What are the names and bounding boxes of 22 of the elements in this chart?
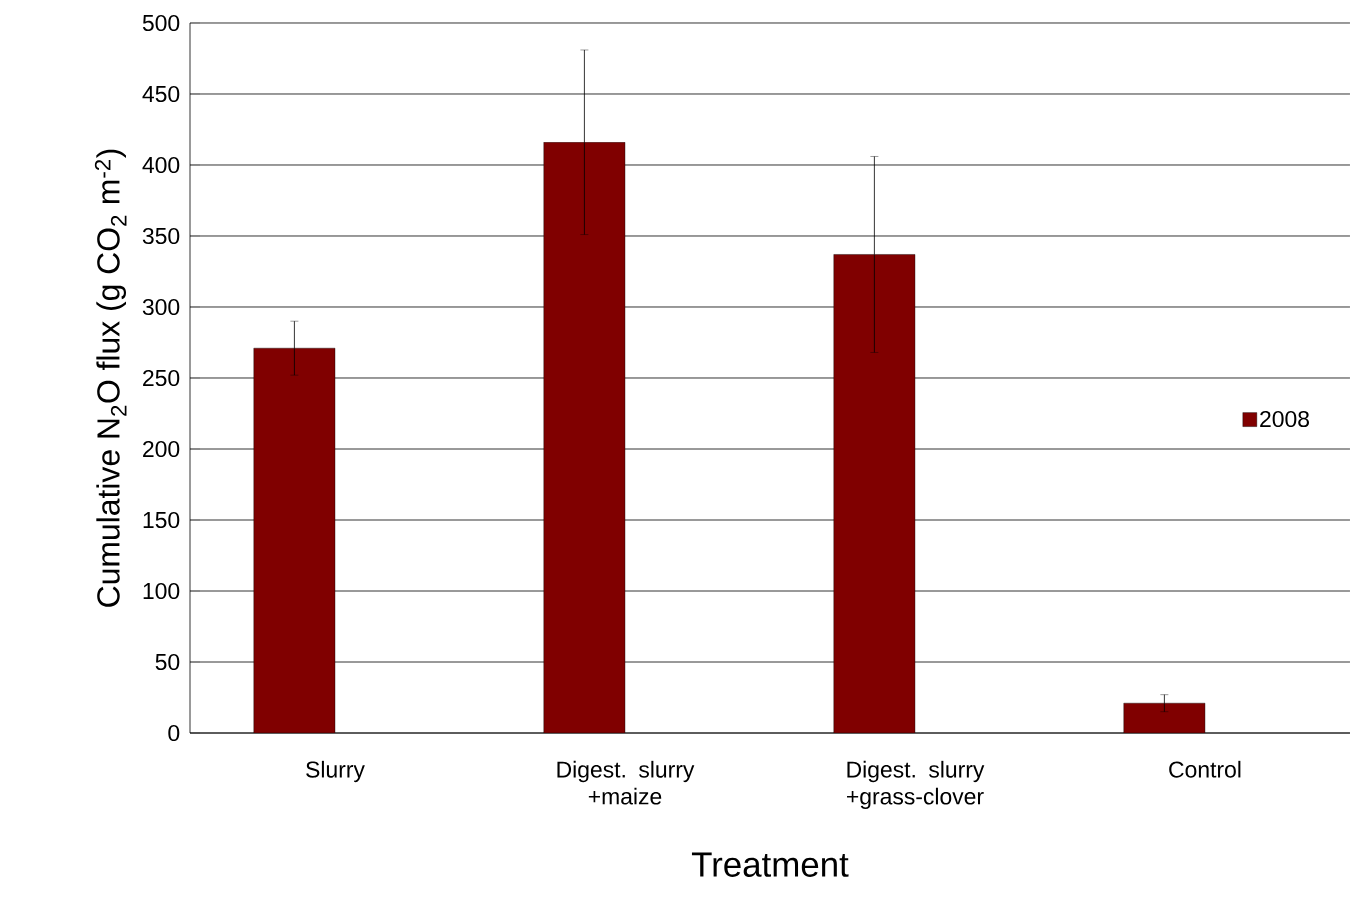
y-tick-label: 250 [143, 369, 180, 387]
x-tick-label: Digest. slurry +maize [557, 760, 695, 805]
x-axis-title: Treatment [691, 852, 849, 877]
y-tick-label: 350 [142, 227, 180, 245]
y-tick-label: 100 [143, 582, 180, 600]
bar [543, 142, 626, 733]
legend-label: 2008 [1260, 410, 1309, 428]
bar [833, 254, 916, 733]
x-tick-label: Slurry [306, 760, 365, 783]
bar [253, 347, 336, 733]
y-tick-label: 50 [155, 653, 180, 671]
y-tick-label: 200 [143, 440, 180, 458]
x-tick-label: Digest. slurry +grass-clover [847, 760, 985, 810]
y-axis-title: Cumulative N$_{2}$O flux (g CO$_{2}$ m$^{-2}$) [94, 149, 127, 607]
y-tick-label: 300 [142, 298, 180, 316]
x-tick-label: Control [1169, 760, 1241, 778]
y-tick-label: 150 [143, 511, 180, 529]
y-tick-label: 400 [142, 156, 180, 174]
bar [1123, 702, 1206, 733]
y-tick-label: 450 [142, 85, 180, 103]
y-tick-label: 0 [168, 724, 180, 742]
y-tick-label: 500 [142, 14, 180, 32]
